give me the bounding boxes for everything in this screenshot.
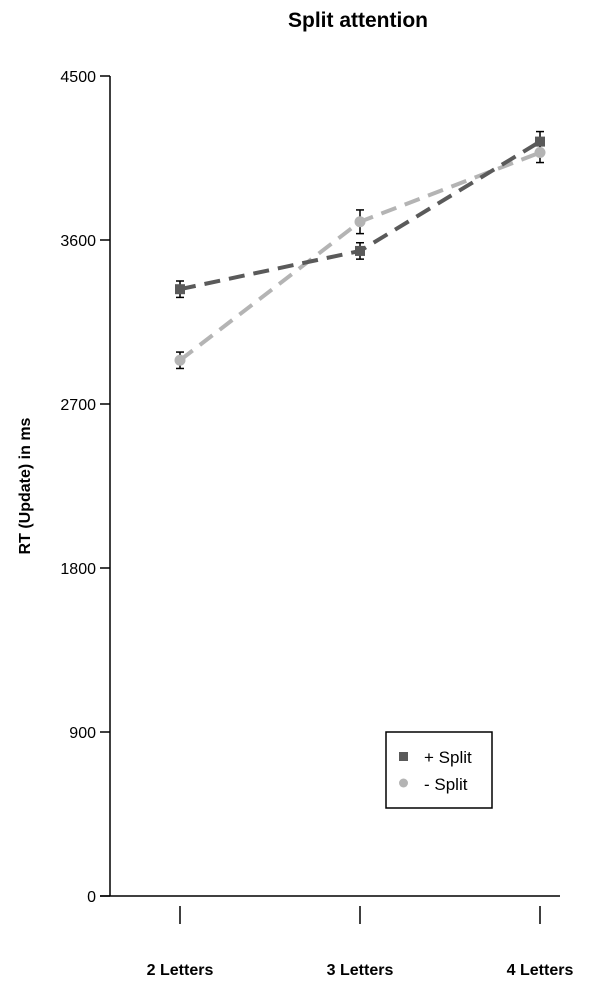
y-tick-label: 1800 [60,561,96,578]
y-tick-label: 900 [69,725,96,742]
data-point-minus-split [174,354,186,366]
y-tick-label: 4500 [60,69,96,86]
legend-label-minus-split: - Split [424,775,468,794]
legend-marker-plus-split [399,752,408,761]
y-tick-label: 2700 [60,397,96,414]
data-point-plus-split [355,245,365,256]
data-point-plus-split [535,136,545,147]
y-tick-label: 3600 [60,233,96,250]
x-tick-label: 2 Letters [147,962,214,979]
x-tick-label: 4 Letters [507,962,574,979]
legend-box [385,731,493,809]
legend: + Split - Split [385,731,493,809]
x-tick-label: 3 Letters [327,962,394,979]
axes: 0 900 1800 2700 3600 4500 2 Letters 3 Letters 4 … [60,69,573,979]
legend-marker-minus-split [399,778,408,788]
y-tick-label: 0 [87,889,96,906]
legend-label-plus-split: + Split [424,748,472,767]
data-point-minus-split [354,216,366,228]
chart-title: Split attention [288,9,428,32]
data-point-plus-split [175,284,185,295]
data-point-minus-split [534,147,546,159]
data-points [174,136,546,366]
y-axis-label: RT (Update) in ms [17,417,34,554]
